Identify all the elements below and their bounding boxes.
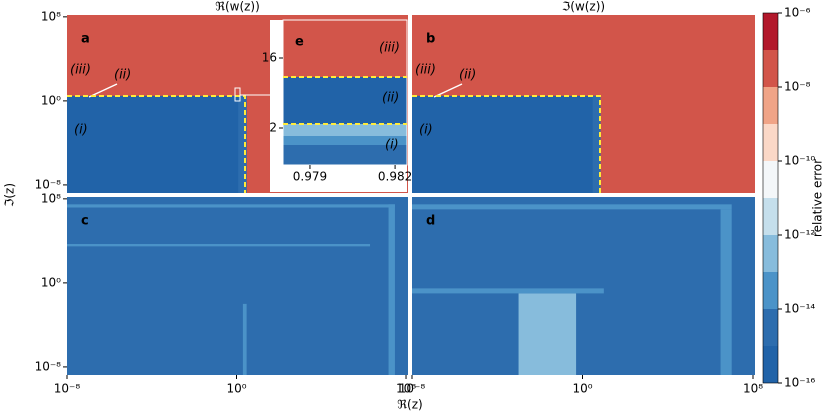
heat-region: [238, 95, 247, 193]
x-tick-label: 10⁻⁸: [399, 382, 426, 396]
y-tick-label: 10⁰: [41, 275, 61, 289]
y-tick-label: 10⁻⁸: [35, 359, 62, 373]
y-tick-label: 16: [262, 51, 277, 65]
heat-region: [67, 95, 247, 193]
colorbar-band: [763, 50, 778, 87]
heat-region: [412, 197, 755, 375]
x-tick-label: 10⁻⁸: [54, 382, 81, 396]
region-label: (ii): [382, 91, 399, 106]
region-label: (iii): [70, 63, 91, 78]
panel-title: ℜ(w(z)): [215, 0, 260, 14]
region-label: (i): [74, 123, 88, 138]
heat-region: [283, 145, 407, 165]
inset-frame: [282, 19, 408, 166]
panel-letter: d: [426, 214, 435, 229]
y-tick-label: 10⁸: [41, 9, 61, 23]
heat-region: [283, 77, 407, 124]
colorbar-tick-label: 10⁻⁶: [784, 6, 811, 20]
arrow: [88, 83, 118, 98]
heat-region: [283, 136, 407, 145]
colorbar-tick-label: 10⁻¹⁶: [784, 376, 815, 390]
heat-region: [67, 197, 408, 375]
colorbar-tick-label: 10⁻¹²: [784, 228, 815, 242]
colorbar-frame: [762, 12, 779, 384]
region-label: (ii): [459, 68, 476, 83]
panel-letter: a: [81, 32, 90, 47]
y-tick-label: 10⁸: [41, 191, 61, 205]
panel-title: ℑ(w(z)): [562, 0, 605, 14]
panel-letter: e: [295, 35, 304, 50]
panel-letter: b: [426, 32, 435, 47]
region-label: (i): [419, 123, 433, 138]
heat-region: [412, 288, 604, 294]
region-label: (iii): [379, 41, 400, 56]
heat-region: [720, 209, 732, 375]
colorbar-band: [763, 161, 778, 198]
heat-region: [67, 204, 395, 208]
heat-region: [412, 95, 601, 193]
heat-region: [67, 244, 371, 247]
colorbar-label: relative error: [811, 159, 825, 237]
x-tick-label: 0.979: [293, 170, 327, 184]
colorbar-band: [763, 309, 778, 346]
arrow: [433, 83, 463, 98]
y-axis-label: ℑ(z): [3, 183, 17, 207]
region-label: (ii): [114, 68, 131, 83]
heat-region: [592, 95, 601, 193]
heat-region: [412, 204, 732, 210]
colorbar-band: [763, 87, 778, 124]
colorbar-tick-label: 10⁻¹⁴: [784, 302, 815, 316]
y-tick-label: 10⁰: [41, 93, 61, 107]
boundary: [67, 95, 246, 193]
x-tick-label: 10⁸: [396, 382, 416, 396]
colorbar-tick-label: 10⁻⁸: [784, 80, 811, 94]
colorbar-band: [763, 13, 778, 50]
colorbar-tick-label: 10⁻¹⁰: [784, 154, 815, 168]
colorbar-band: [763, 346, 778, 383]
heat-region: [388, 204, 395, 375]
heat-region: [518, 293, 577, 375]
heat-region: [283, 20, 407, 77]
x-tick-label: 10⁰: [226, 382, 246, 396]
y-tick-label: 2: [269, 121, 277, 135]
colorbar-band: [763, 272, 778, 309]
colorbar-band: [763, 198, 778, 235]
x-axis-label: ℜ(z): [397, 398, 422, 412]
heat-region: [242, 303, 247, 375]
x-tick-label: 10⁸: [743, 382, 763, 396]
panel-letter: c: [81, 214, 89, 229]
heat-region: [283, 124, 407, 136]
boundary: [412, 95, 601, 193]
region-label: (i): [385, 138, 399, 153]
region-label: (iii): [415, 63, 436, 78]
colorbar-band: [763, 124, 778, 161]
x-tick-label: 10⁰: [572, 382, 592, 396]
colorbar-band: [763, 235, 778, 272]
x-tick-label: 0.982: [378, 170, 412, 184]
y-tick-label: 10⁻⁸: [35, 177, 62, 191]
